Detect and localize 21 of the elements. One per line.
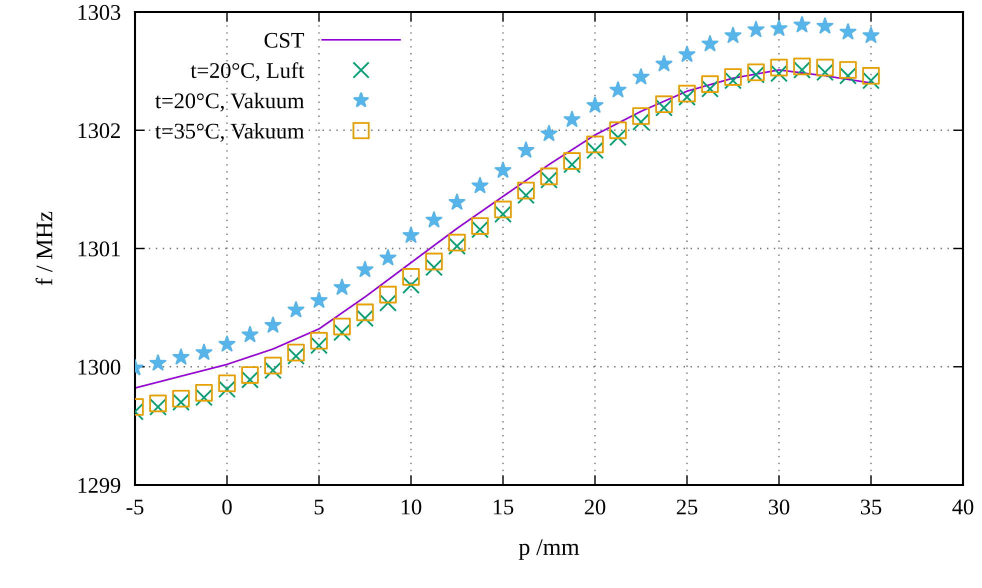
y-tick-label: 1302 <box>78 123 120 138</box>
x-tick-label: 35 <box>860 500 882 515</box>
x-tick-label: 20 <box>584 500 606 515</box>
x-tick-label: 5 <box>314 500 324 515</box>
x-tick-label: 0 <box>222 500 232 515</box>
y-tick-label: 1301 <box>78 241 120 256</box>
x-tick-label: 30 <box>768 500 790 515</box>
y-tick-label: 1300 <box>78 360 120 375</box>
x-axis-title: p /mm <box>518 539 580 560</box>
legend-label: t=35°C, Vakuum <box>155 123 304 142</box>
y-axis-title: f / MHz <box>36 212 52 286</box>
legend-label: t=20°C, Luft <box>190 62 304 82</box>
x-tick-label: 15 <box>494 500 514 515</box>
y-tick-label: 1299 <box>78 478 120 493</box>
x-tick-label: 10 <box>402 500 422 515</box>
legend-label: t=20°C, Vakuum <box>155 92 304 112</box>
legend-label: CST <box>264 32 304 48</box>
x-tick-label: 40 <box>952 500 974 515</box>
x-tick-label: 25 <box>676 500 698 515</box>
y-tick-label: 1303 <box>78 4 120 20</box>
x-tick-label: -5 <box>126 500 144 515</box>
